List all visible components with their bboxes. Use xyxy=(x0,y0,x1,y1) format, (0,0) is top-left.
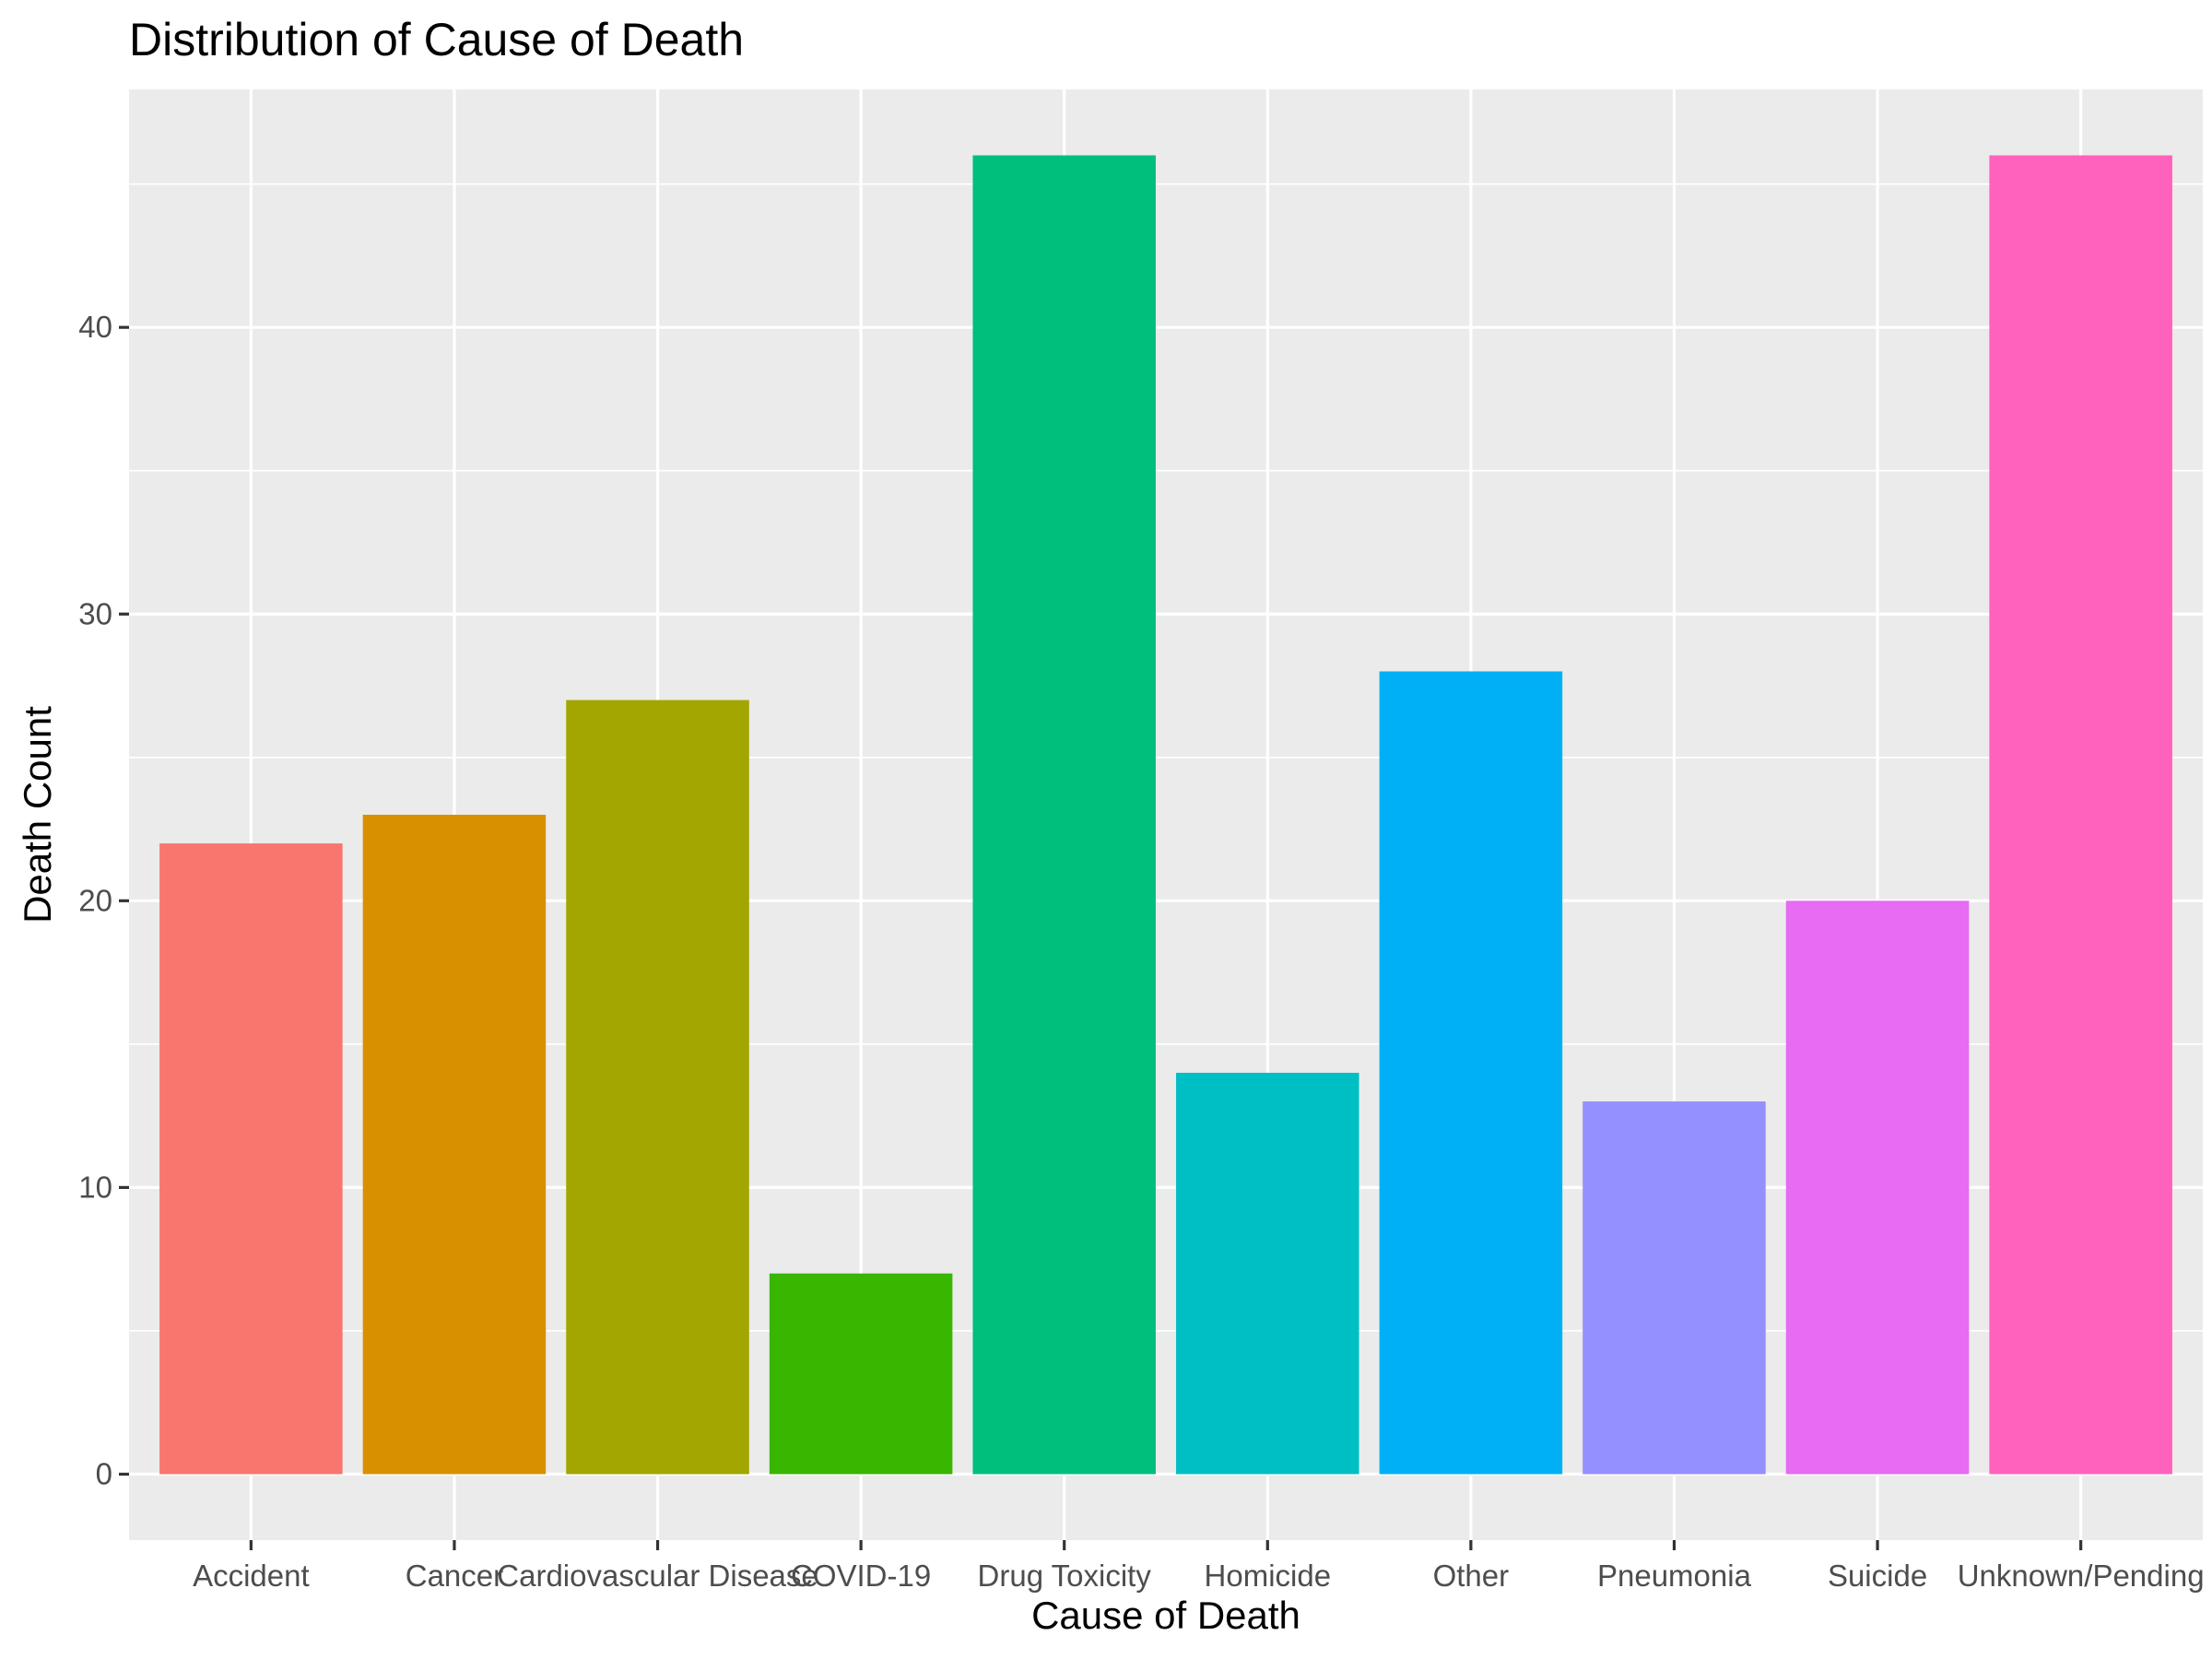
y-tick-label: 30 xyxy=(78,596,112,630)
bar-covid-19 xyxy=(769,1273,953,1475)
x-tick-label: Accident xyxy=(193,1559,310,1593)
bar-suicide xyxy=(1785,900,1970,1475)
bar-drug-toxicity xyxy=(972,155,1156,1475)
bar-cancer xyxy=(362,815,547,1475)
bar-pneumonia xyxy=(1583,1101,1766,1475)
bar-accident xyxy=(159,843,343,1475)
x-tick-label: COVID-19 xyxy=(791,1559,931,1593)
y-tick-label: 10 xyxy=(78,1170,112,1204)
bar-homicide xyxy=(1176,1072,1359,1475)
y-tick-label: 20 xyxy=(78,883,112,917)
y-axis-title: Death Count xyxy=(16,706,59,924)
x-tick-label: Homicide xyxy=(1205,1559,1332,1593)
x-tick-label: Pneumonia xyxy=(1597,1559,1752,1593)
bar-cardiovascular-disease xyxy=(566,700,749,1475)
chart-title: Distribution of Cause of Death xyxy=(129,14,744,65)
y-axis: 0 10 20 30 40 xyxy=(78,310,129,1490)
x-tick-label: Suicide xyxy=(1828,1559,1927,1593)
x-tick-label: Cardiovascular Disease xyxy=(497,1559,818,1593)
bar-other xyxy=(1379,671,1563,1475)
bars xyxy=(159,155,2172,1475)
y-tick-label: 40 xyxy=(78,310,112,344)
x-tick-label: Drug Toxicity xyxy=(978,1559,1152,1593)
x-tick-label: Other xyxy=(1433,1559,1510,1593)
x-tick-label: Unknown/Pending xyxy=(1958,1559,2205,1593)
x-axis-title: Cause of Death xyxy=(1031,1594,1300,1637)
bar-unknown-pending xyxy=(1989,155,2172,1475)
y-tick-label: 0 xyxy=(96,1456,112,1490)
x-tick-label: Cancer xyxy=(406,1559,503,1593)
